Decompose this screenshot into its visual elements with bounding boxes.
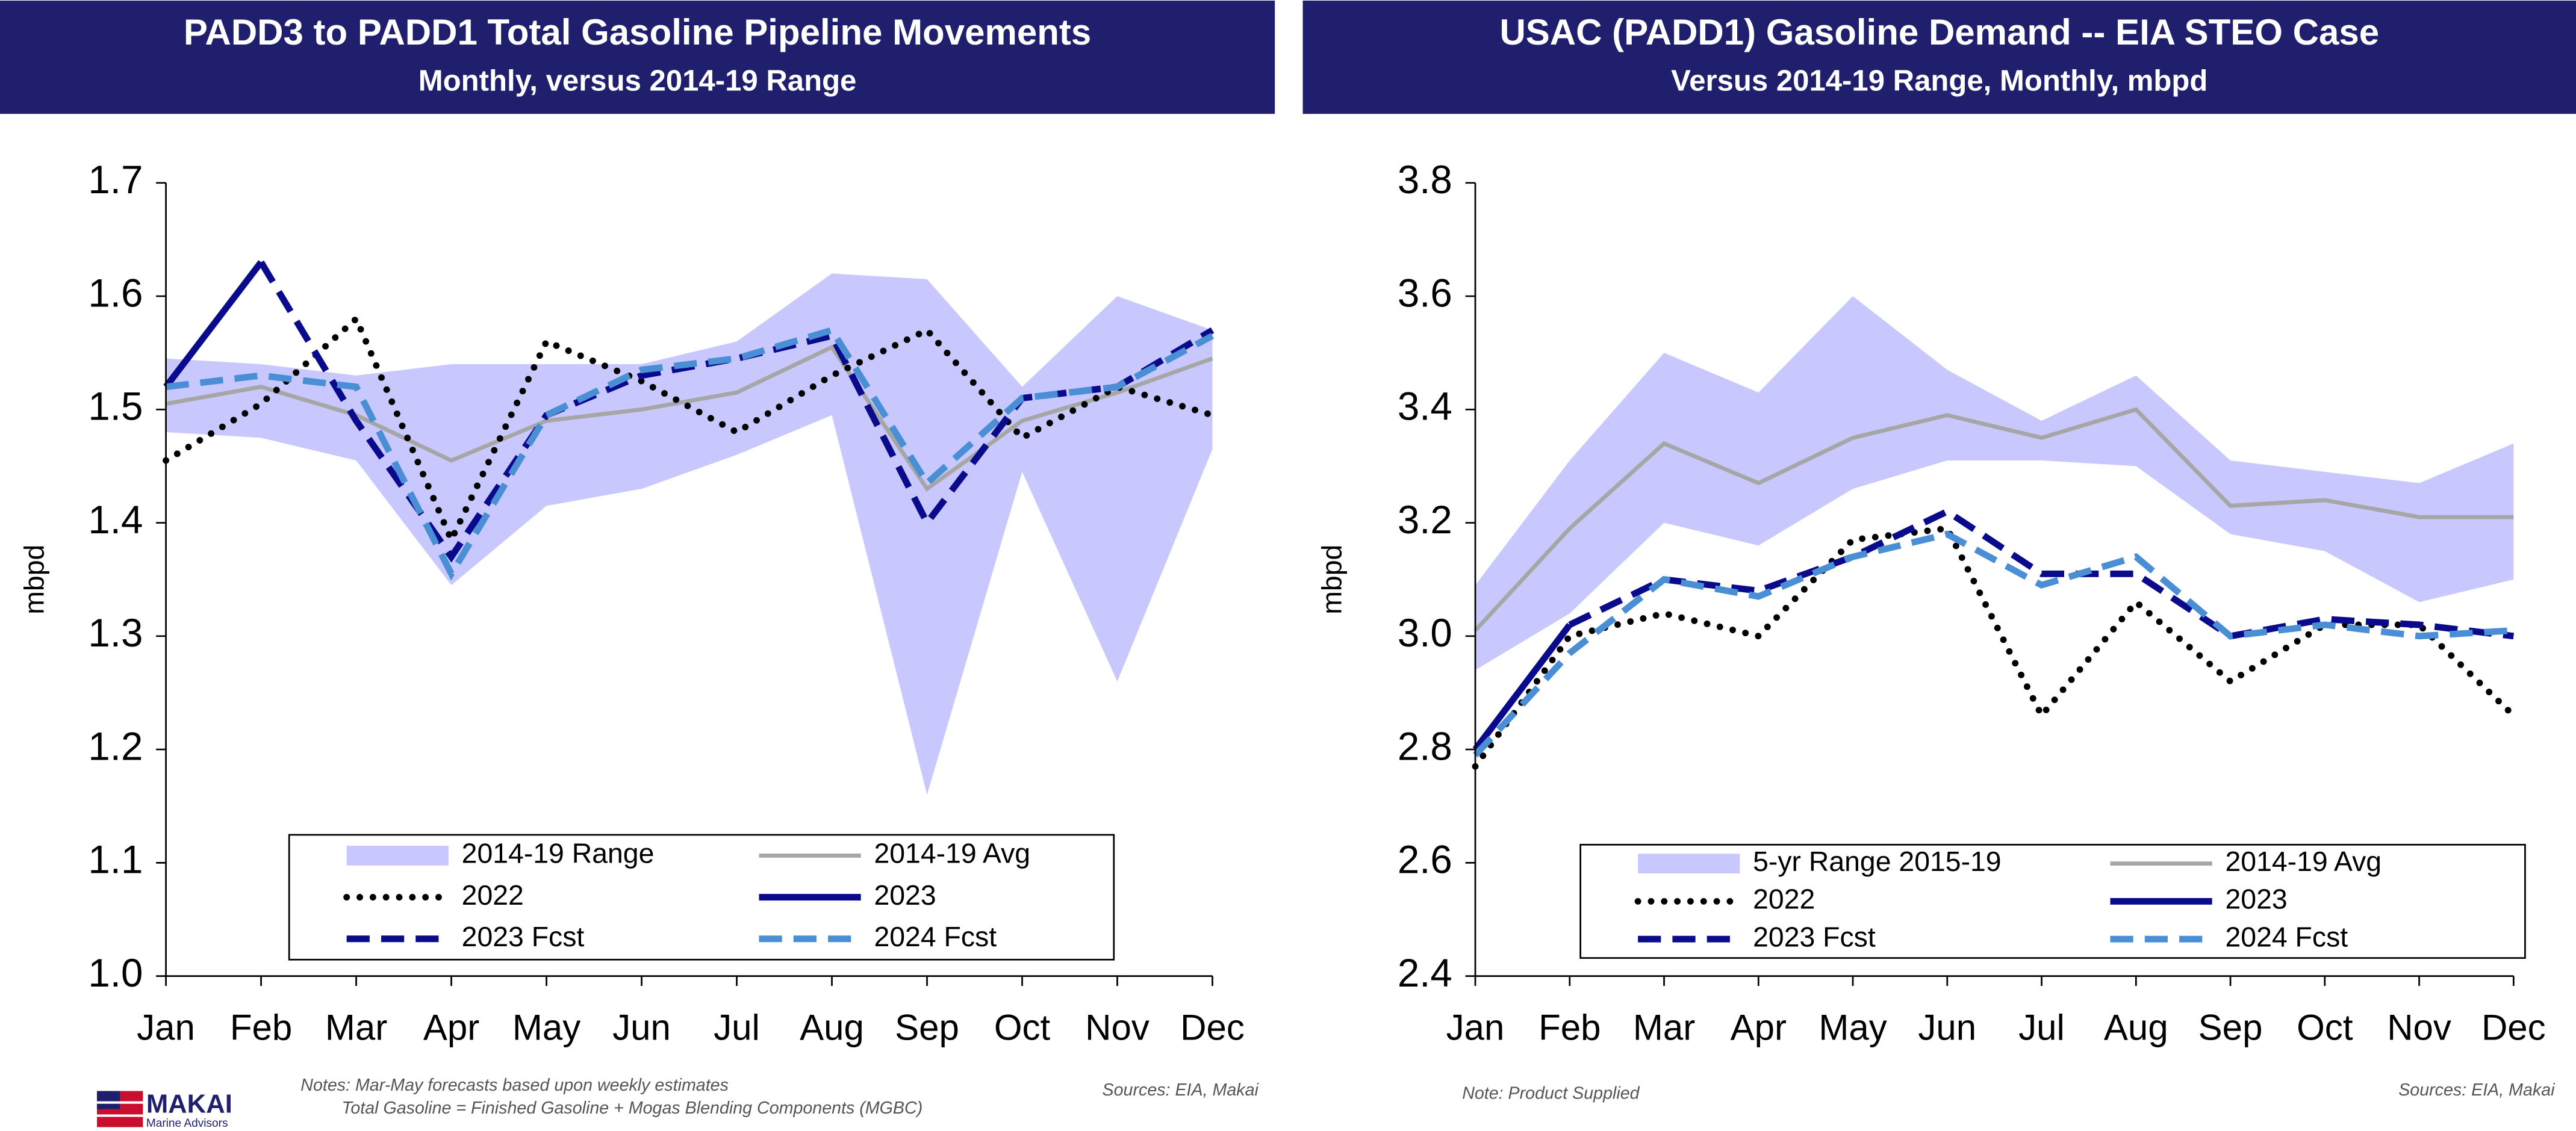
legend-label: 2022	[462, 879, 524, 911]
y-tick-label: 2.6	[1398, 838, 1452, 882]
legend-label: 2023	[2226, 884, 2288, 915]
chart-subtitle: Versus 2014-19 Range, Monthly, mbpd	[1671, 64, 2207, 97]
legend-swatch	[1638, 854, 1740, 874]
source: Sources: EIA, Makai	[1103, 1080, 1259, 1100]
note: Note: Product Supplied	[1462, 1084, 1640, 1103]
x-tick-label: Jan	[137, 1007, 195, 1047]
y-tick-label: 1.2	[88, 724, 143, 768]
x-tick-label: Sep	[895, 1007, 959, 1047]
y-tick-label: 3.8	[1398, 158, 1452, 202]
x-tick-label: Apr	[423, 1007, 479, 1047]
logo-name: MAKAI	[146, 1089, 232, 1119]
x-tick-label: Dec	[1180, 1007, 1245, 1047]
note: Total Gasoline = Finished Gasoline + Mog…	[341, 1098, 922, 1118]
legend-label: 2014-19 Range	[462, 838, 655, 869]
x-tick-label: Jan	[1446, 1007, 1505, 1047]
y-tick-label: 1.0	[88, 951, 143, 995]
x-tick-label: Jun	[612, 1007, 671, 1047]
y-tick-label: 3.2	[1398, 498, 1452, 542]
series-line	[1473, 407, 2514, 632]
x-tick-label: Feb	[230, 1007, 292, 1047]
series-line	[1473, 530, 2514, 758]
series-line	[163, 260, 264, 389]
y-tick-label: 3.6	[1398, 271, 1452, 315]
x-tick-label: Aug	[800, 1007, 864, 1047]
legend-swatch	[346, 846, 449, 866]
x-tick-label: May	[512, 1007, 580, 1047]
legend-label: 2014-19 Avg	[2226, 846, 2382, 877]
x-tick-label: Feb	[1538, 1007, 1601, 1047]
x-tick-label: Mar	[1633, 1007, 1695, 1047]
x-tick-label: Jul	[2018, 1007, 2065, 1047]
legend-label: 2014-19 Avg	[874, 838, 1030, 869]
y-tick-label: 1.6	[88, 271, 143, 315]
chart-title: USAC (PADD1) Gasoline Demand -- EIA STEO…	[1499, 12, 2379, 52]
logo-flag-canton	[96, 1091, 120, 1109]
legend-label: 2024 Fcst	[874, 921, 997, 952]
x-tick-label: Aug	[2104, 1007, 2168, 1047]
range-band	[166, 273, 1213, 795]
series-line	[1472, 622, 1573, 752]
chart-title: PADD3 to PADD1 Total Gasoline Pipeline M…	[184, 12, 1091, 52]
y-tick-label: 2.4	[1398, 951, 1452, 995]
y-axis-label: mbpd	[18, 545, 49, 615]
y-tick-label: 1.5	[88, 385, 143, 429]
series-line	[163, 313, 1216, 548]
x-tick-label: Apr	[1731, 1007, 1787, 1047]
legend-label: 5-yr Range 2015-19	[1753, 846, 2001, 877]
y-tick-label: 1.3	[88, 611, 143, 655]
x-tick-label: Dec	[2481, 1007, 2546, 1047]
y-tick-label: 3.4	[1398, 385, 1452, 429]
source: Sources: EIA, Makai	[2398, 1080, 2555, 1100]
x-tick-label: Nov	[1085, 1007, 1150, 1047]
series-line	[165, 326, 1215, 581]
y-tick-label: 1.1	[88, 838, 143, 882]
y-tick-label: 2.8	[1398, 724, 1452, 768]
y-tick-label: 1.4	[88, 498, 143, 542]
y-tick-label: 3.0	[1398, 611, 1452, 655]
legend-label: 2024 Fcst	[2226, 921, 2348, 952]
y-tick-label: 1.7	[88, 158, 143, 202]
title-bar	[0, 0, 1275, 114]
series-line	[1568, 507, 2514, 640]
x-tick-label: Oct	[2297, 1007, 2353, 1047]
note: Notes: Mar-May forecasts based upon week…	[300, 1076, 729, 1095]
x-tick-label: Sep	[2198, 1007, 2263, 1047]
y-axis-label: mbpd	[1316, 545, 1348, 615]
logo-tagline: Marine Advisors	[146, 1117, 228, 1130]
x-tick-label: Jun	[1918, 1007, 1976, 1047]
chart-subtitle: Monthly, versus 2014-19 Range	[418, 64, 857, 97]
legend-label: 2023	[874, 879, 936, 911]
x-tick-label: Oct	[994, 1007, 1051, 1047]
legend-label: 2023 Fcst	[1753, 921, 1876, 952]
x-tick-label: Nov	[2387, 1007, 2451, 1047]
legend-label: 2022	[1753, 884, 1815, 915]
range-band	[1475, 296, 2514, 671]
x-tick-label: Jul	[714, 1007, 760, 1047]
title-bar	[1302, 0, 2576, 114]
series-line	[165, 344, 1213, 492]
legend-label: 2023 Fcst	[462, 921, 585, 952]
x-tick-label: Mar	[325, 1007, 387, 1047]
x-tick-label: May	[1818, 1007, 1887, 1047]
